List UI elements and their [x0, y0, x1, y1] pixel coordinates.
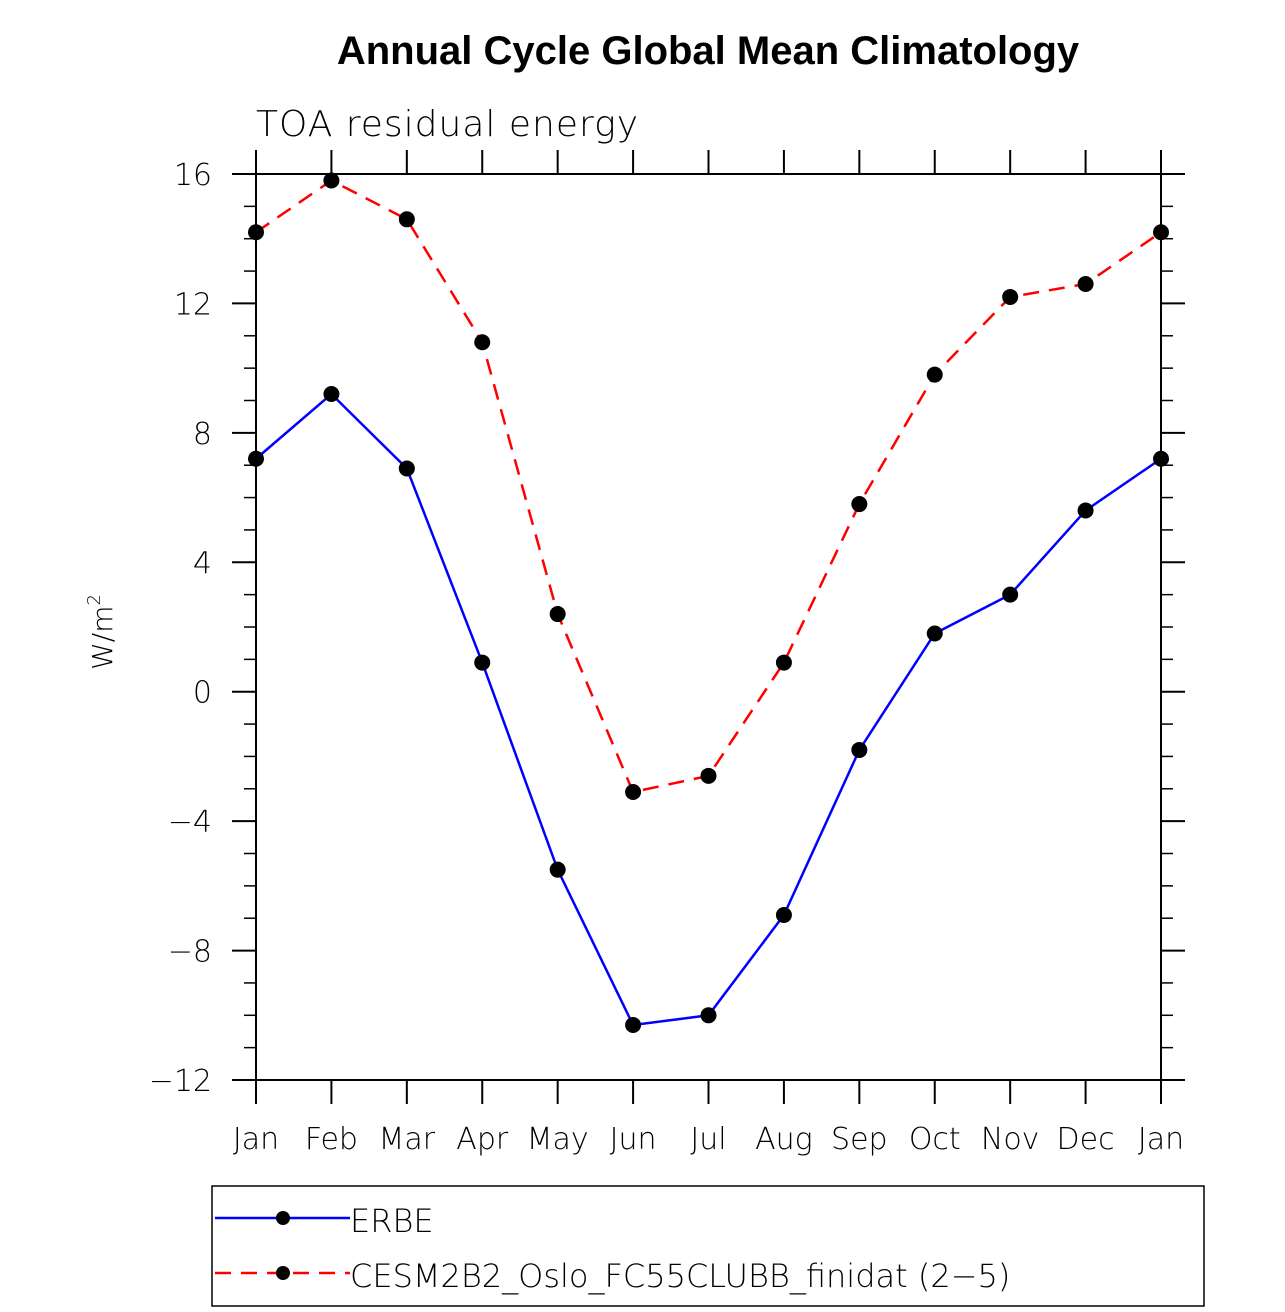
data-point: [474, 334, 491, 351]
data-point: [248, 450, 264, 467]
data-point: [851, 496, 868, 513]
y-tick-label: −8: [168, 935, 212, 970]
data-point: [926, 366, 943, 383]
chart-title: Annual Cycle Global Mean Climatology: [337, 29, 1080, 73]
y-tick-label: 12: [174, 287, 212, 322]
data-point: [700, 1007, 717, 1024]
legend-marker: [276, 1211, 290, 1225]
data-point: [549, 861, 566, 878]
data-point: [625, 784, 642, 801]
y-tick-label: 0: [193, 676, 212, 711]
y-tick-label: −12: [149, 1064, 212, 1099]
y-axis-label-text: W/m: [86, 606, 119, 670]
data-point: [1153, 224, 1169, 241]
series-layer: [248, 172, 1169, 1033]
plot-frame: [255, 173, 1162, 1081]
data-point: [926, 625, 943, 642]
legend-box: [211, 1185, 1205, 1307]
y-tick-label: 16: [174, 158, 212, 193]
data-point: [775, 654, 792, 671]
data-point: [323, 386, 340, 403]
legend: ERBE CESM2B2_Oslo_FC55CLUBB_finidat (2−5): [211, 1185, 1205, 1307]
legend-marker: [276, 1266, 290, 1280]
data-point: [1153, 450, 1169, 467]
series-line: [255, 179, 1162, 794]
data-point: [1002, 288, 1019, 305]
data-point: [1002, 586, 1019, 603]
x-tick-label: Apr: [456, 1122, 509, 1157]
y-axis-label: W/m2: [84, 594, 119, 670]
x-tick-label: Nov: [981, 1122, 1040, 1157]
chart-subtitle: TOA residual energy: [256, 104, 639, 145]
axes: −12 −8 −4 0 4 8 12 16 Jan Feb Mar Apr May Jun Jul Aug Se…: [149, 150, 1185, 1157]
data-point: [398, 211, 415, 228]
series-erbe: [248, 386, 1169, 1033]
x-tick-label: May: [527, 1122, 589, 1157]
data-point: [775, 906, 792, 923]
y-tick-label: 8: [193, 417, 212, 452]
x-tick-label: Mar: [379, 1122, 436, 1157]
x-tick-label: Jul: [690, 1122, 726, 1157]
data-point: [474, 654, 491, 671]
x-tick-label: Dec: [1057, 1122, 1115, 1157]
legend-label: ERBE: [350, 1202, 434, 1240]
x-tick-label: Jan: [233, 1122, 279, 1157]
x-tick-label: Feb: [305, 1122, 358, 1157]
data-point: [1077, 276, 1094, 293]
legend-label: CESM2B2_Oslo_FC55CLUBB_finidat (2−5): [350, 1257, 1010, 1295]
series-cesm2b2: [248, 172, 1169, 801]
x-tick-label: Sep: [831, 1122, 888, 1157]
data-point: [248, 224, 264, 241]
y-axis-label-superscript: 2: [84, 594, 105, 605]
data-point: [625, 1016, 642, 1033]
x-tick-label: Jun: [610, 1122, 657, 1157]
y-tick-label: −4: [168, 805, 212, 840]
data-point: [398, 460, 415, 477]
x-tick-label: Aug: [755, 1122, 813, 1157]
series-line: [255, 392, 1162, 1027]
data-point: [851, 741, 868, 758]
x-tick-label: Oct: [909, 1122, 961, 1157]
data-point: [323, 172, 340, 189]
y-tick-label: 4: [193, 546, 212, 581]
data-point: [549, 606, 566, 623]
data-point: [1077, 502, 1094, 519]
x-tick-label: Jan: [1138, 1122, 1184, 1157]
svg-text:W/m2: W/m2: [84, 594, 119, 670]
data-point: [700, 767, 717, 784]
